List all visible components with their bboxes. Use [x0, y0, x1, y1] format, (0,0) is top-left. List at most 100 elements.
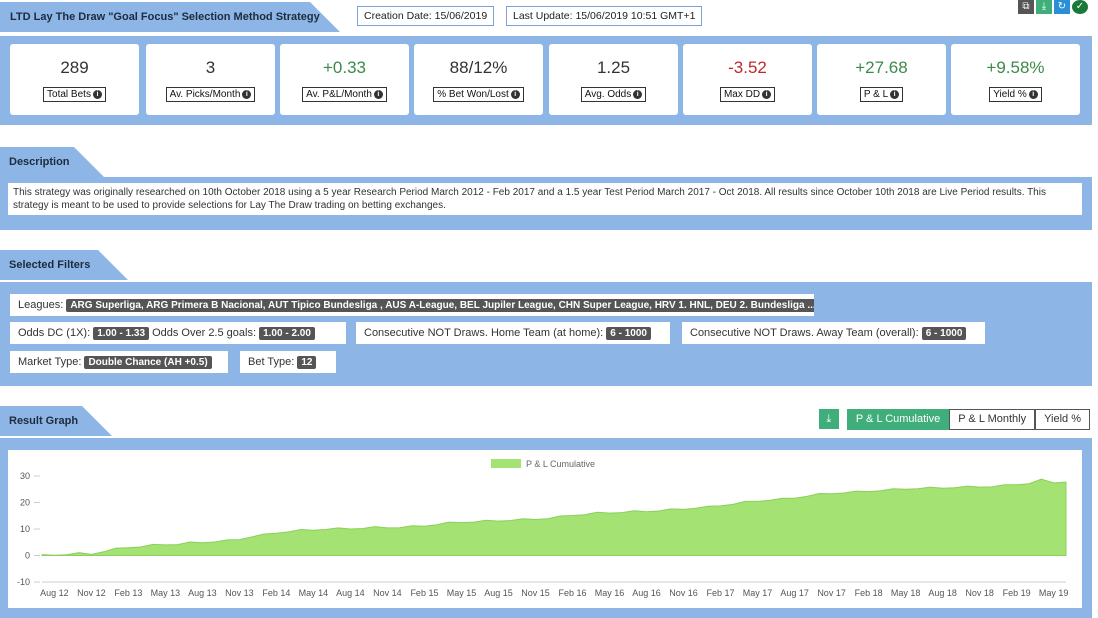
last-update-date: Last Update: 15/06/2019 10:51 GMT+1	[506, 6, 703, 26]
filter-leagues: Leagues: ARG Superliga, ARG Primera B Na…	[10, 294, 814, 316]
tab-pl-monthly[interactable]: P & L Monthly	[949, 409, 1036, 430]
stat-label-text: Total Bets	[47, 89, 91, 100]
chart-svg: P & L Cumulative 30 20 10 0 -10 Aug 12 Nov 12…	[17, 459, 1068, 598]
filter-label: Bet Type:	[248, 356, 295, 368]
x-tick-label: Nov 16	[669, 588, 698, 598]
stat-label[interactable]: Avg. Odds i	[580, 87, 647, 102]
refresh-icon[interactable]: ↻	[1054, 0, 1070, 14]
filter-value: 6 - 1000	[606, 327, 651, 340]
x-tick-label: May 18	[891, 588, 921, 598]
stat-label[interactable]: Max DD i	[719, 87, 776, 102]
y-tick-label: 0	[25, 551, 30, 561]
filter-value: ARG Superliga, ARG Primera B Nacional, A…	[66, 299, 814, 312]
x-tick-label: Aug 17	[780, 588, 809, 598]
filter-value: 12	[297, 356, 317, 369]
x-tick-label: May 19	[1039, 588, 1069, 598]
y-tick-label: 20	[20, 498, 30, 508]
x-tick-label: Nov 15	[521, 588, 550, 598]
check-icon[interactable]: ✓	[1072, 0, 1088, 14]
stat-value: 1.25	[596, 58, 631, 77]
filters-panel: Leagues: ARG Superliga, ARG Primera B Na…	[0, 282, 1092, 386]
info-icon[interactable]: i	[762, 89, 772, 99]
stat-label[interactable]: Av. P&L/Month i	[302, 87, 387, 102]
info-icon[interactable]: i	[1028, 89, 1038, 99]
filter-label: Leagues:	[18, 299, 64, 311]
legend-label: P & L Cumulative	[526, 459, 595, 469]
y-tick-label: -10	[17, 577, 30, 587]
stat-label-text: P & L	[863, 89, 889, 100]
header-actions: ⧉ ⤓ ↻ ✓	[1018, 0, 1088, 14]
info-icon[interactable]: i	[890, 89, 900, 99]
filters-heading: Selected Filters	[0, 250, 128, 280]
x-axis: Aug 12 Nov 12 Feb 13 May 13 Aug 13 Nov 13 Feb …	[40, 588, 1068, 598]
stats-panel: 289 Total Bets i 3 Av. Picks/Month i +0.33…	[0, 36, 1092, 125]
stat-label-text: Av. Picks/Month	[169, 89, 241, 100]
x-tick-label: Feb 18	[855, 588, 883, 598]
info-icon[interactable]: i	[242, 89, 252, 99]
x-tick-label: Aug 18	[928, 588, 957, 598]
filter-label: Market Type:	[18, 356, 82, 368]
x-tick-label: May 15	[447, 588, 477, 598]
x-tick-label: May 17	[743, 588, 773, 598]
filter-value: 1.00 - 2.00	[259, 327, 315, 340]
info-icon[interactable]: i	[633, 89, 643, 99]
stat-value: 3	[205, 58, 216, 77]
x-tick-label: Nov 17	[817, 588, 846, 598]
description-text: This strategy was originally researched …	[8, 183, 1082, 215]
filter-market-type: Market Type: Double Chance (AH +0.5)	[10, 351, 228, 373]
download-graph-icon[interactable]: ⤓	[818, 409, 839, 429]
stat-yield: +9.58% Yield % i	[951, 44, 1080, 115]
graph-controls: ⤓ P & L Cumulative P & L Monthly Yield %	[818, 409, 1090, 430]
page-title: LTD Lay The Draw "Goal Focus" Selection …	[0, 2, 340, 32]
copy-icon[interactable]: ⧉	[1018, 0, 1034, 14]
filter-label: Consecutive NOT Draws. Away Team (overal…	[690, 327, 919, 339]
filter-value: 6 - 1000	[921, 327, 967, 340]
stat-av-picks: 3 Av. Picks/Month i	[146, 44, 275, 115]
x-tick-label: Feb 17	[707, 588, 735, 598]
info-icon[interactable]: i	[373, 89, 383, 99]
tab-yield[interactable]: Yield %	[1035, 409, 1090, 430]
result-chart: P & L Cumulative 30 20 10 0 -10 Aug 12 Nov 12…	[8, 450, 1082, 608]
filter-value: 1.00 - 1.33	[93, 327, 150, 340]
stat-value: -3.52	[728, 58, 767, 77]
description-heading: Description	[0, 147, 104, 177]
stat-value: 88/12%	[449, 58, 508, 77]
x-tick-label: Feb 16	[558, 588, 586, 598]
tab-pl-cumulative[interactable]: P & L Cumulative	[846, 409, 950, 430]
stat-label[interactable]: Av. Picks/Month i	[165, 87, 256, 102]
graph-heading: Result Graph	[0, 406, 112, 436]
x-tick-label: Feb 13	[114, 588, 142, 598]
stat-label-text: Av. P&L/Month	[306, 89, 372, 100]
info-icon[interactable]: i	[510, 89, 520, 99]
stat-value: +9.58%	[986, 58, 1045, 77]
x-tick-label: Aug 16	[632, 588, 661, 598]
filter-odds: Odds DC (1X): 1.00 - 1.33 Odds Over 2.5 …	[10, 322, 346, 344]
x-tick-label: May 13	[151, 588, 181, 598]
x-tick-label: Feb 14	[262, 588, 290, 598]
filter-value: Double Chance (AH +0.5)	[84, 356, 212, 369]
x-tick-label: Nov 13	[225, 588, 254, 598]
y-tick-label: 30	[20, 471, 30, 481]
download-icon[interactable]: ⤓	[1036, 0, 1052, 14]
filter-label: Consecutive NOT Draws. Home Team (at hom…	[364, 327, 604, 339]
x-tick-label: Aug 13	[188, 588, 217, 598]
filter-label: Odds Over 2.5 goals:	[152, 327, 257, 339]
stat-value: +0.33	[322, 58, 366, 77]
stat-label[interactable]: Total Bets i	[43, 87, 106, 102]
pl-area-series	[41, 478, 1067, 556]
stat-label-text: Yield %	[993, 89, 1027, 100]
info-icon[interactable]: i	[92, 89, 102, 99]
stat-label-text: % Bet Won/Lost	[437, 89, 509, 100]
stat-value: +27.68	[855, 58, 908, 77]
x-tick-label: Nov 12	[77, 588, 106, 598]
stat-label[interactable]: % Bet Won/Lost i	[433, 87, 524, 102]
x-tick-label: May 14	[299, 588, 329, 598]
stat-label-text: Avg. Odds	[584, 89, 632, 100]
legend-swatch	[491, 459, 521, 468]
stat-bet-won-lost: 88/12% % Bet Won/Lost i	[414, 44, 543, 115]
stat-total-bets: 289 Total Bets i	[10, 44, 139, 115]
stat-av-pl-month: +0.33 Av. P&L/Month i	[280, 44, 409, 115]
stat-label[interactable]: Yield % i	[989, 87, 1042, 102]
filter-bet-type: Bet Type: 12	[240, 351, 336, 373]
